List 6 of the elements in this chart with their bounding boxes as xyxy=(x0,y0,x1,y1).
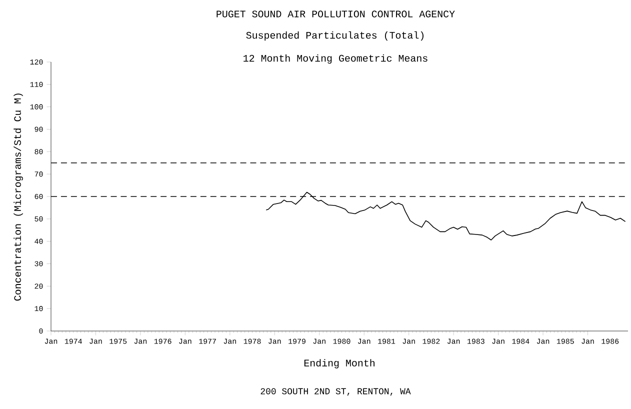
text: 200 SOUTH 2ND ST, RENTON, WA xyxy=(260,388,411,396)
annotation: 12 Month Moving Geometric Means xyxy=(244,54,428,64)
chart-title: PUGET SOUND AIR POLLUTION CONTROL AGENCY xyxy=(216,10,455,18)
y-axis-title: Concentration (Micrograms/Std Cu M) xyxy=(14,94,23,301)
x-axis-title: Ending Month xyxy=(304,359,374,368)
chart-subtitle: Suspended Particulates (Total) xyxy=(246,31,424,41)
